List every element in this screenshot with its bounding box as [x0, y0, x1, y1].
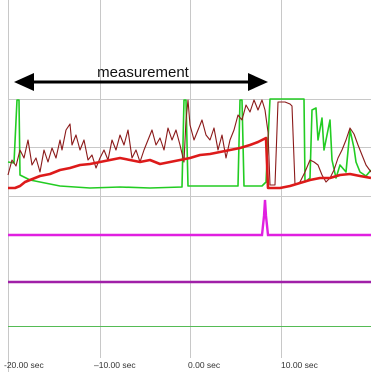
arrow-left-icon: [14, 73, 34, 91]
tick-label-10: 10.00 sec: [281, 360, 319, 370]
magenta-trace: [8, 199, 371, 237]
tick-label-minus-10: –10.00 sec: [94, 360, 136, 370]
measurement-label: measurement: [97, 64, 190, 81]
time-axis: -20.00 sec –10.00 sec 0.00 sec 10.00 sec: [4, 360, 319, 370]
dark-red-trace: [7, 99, 371, 186]
green-trace: [7, 98, 371, 189]
tick-label-0: 0.00 sec: [188, 360, 221, 370]
traces: [7, 98, 371, 327]
arrow-right-icon: [248, 73, 268, 91]
red-trace: [8, 136, 371, 190]
grid-vertical: [8, 0, 282, 372]
tick-label-minus-20: -20.00 sec: [4, 360, 44, 370]
measurement-annotation: measurement: [14, 64, 268, 91]
